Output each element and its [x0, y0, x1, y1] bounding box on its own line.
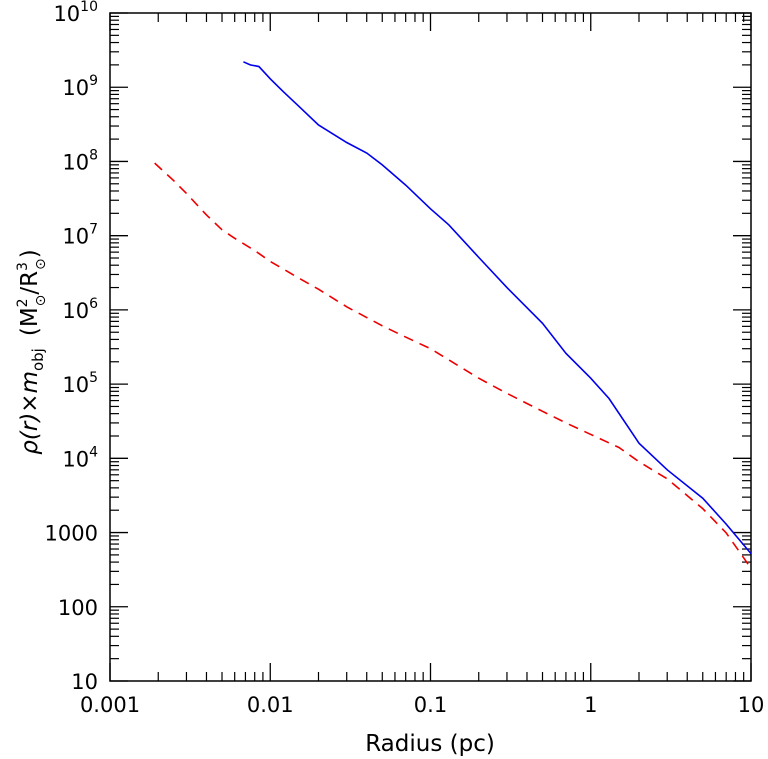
x-tick-label: 1: [584, 693, 597, 717]
y-axis-units-sub: ⊙: [33, 295, 49, 307]
y-axis-units-sup2: 3: [15, 262, 31, 271]
y-tick-label: 107: [62, 222, 98, 249]
series-line-2: [154, 162, 752, 569]
y-tick-label: 108: [62, 147, 98, 174]
y-axis-units-close: ): [17, 249, 43, 258]
series-layer: [154, 61, 752, 569]
y-tick-label: 104: [62, 444, 98, 471]
y-axis-units-mid: /R: [17, 271, 43, 295]
y-tick-label: 106: [62, 296, 98, 323]
x-tick-labels: 0.001 0.01 0.1 1 10: [80, 693, 764, 717]
y-axis-units-sup: 2: [15, 298, 31, 307]
y-axis-title: ρ(r)×mobj(M2 ⊙/R3 ⊙): [15, 249, 49, 454]
y-axis-main-sub: obj: [29, 348, 47, 371]
y-tick-label: 1000: [45, 522, 98, 546]
y-tick-label: 1010: [53, 0, 98, 26]
y-tick-label: 109: [62, 73, 98, 100]
y-tick-label: 100: [58, 596, 98, 620]
minor-ticks: [110, 13, 751, 681]
major-ticks: [109, 12, 752, 682]
x-tick-label: 0.01: [247, 693, 294, 717]
plot-frame: [109, 12, 752, 682]
x-tick-label: 0.001: [80, 693, 140, 717]
y-axis-units-sub2: ⊙: [33, 258, 49, 270]
y-tick-label: 105: [62, 370, 98, 397]
x-axis-title: Radius (pc): [365, 731, 495, 757]
y-tick-label: 10: [71, 670, 98, 694]
x-tick-label: 0.1: [414, 693, 447, 717]
series-line-1: [243, 61, 752, 555]
x-tick-label: 10: [738, 693, 765, 717]
y-axis-units-open: (M: [17, 307, 43, 336]
y-tick-labels: 10 100 1000 104 105 106 107 108 109 1010: [45, 0, 99, 694]
y-axis-main: ρ(r)×m: [17, 371, 43, 455]
